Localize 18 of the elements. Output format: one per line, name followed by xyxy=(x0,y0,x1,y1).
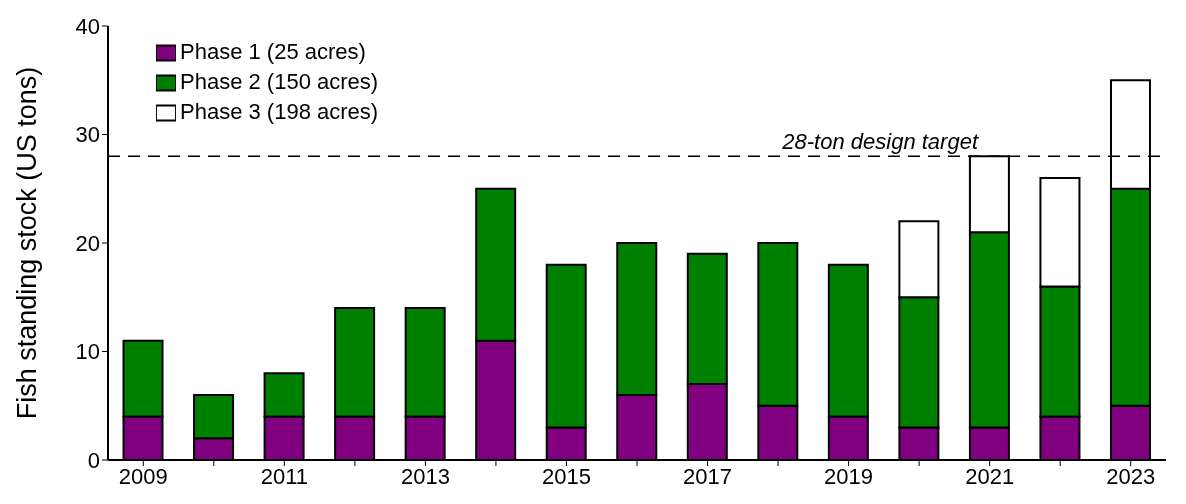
y-axis-title: Fish standing stock (US tons) xyxy=(12,66,42,420)
x-tick-label: 2019 xyxy=(824,463,874,489)
legend-label: Phase 1 (25 acres) xyxy=(180,39,366,64)
x-tick-label: 2013 xyxy=(400,463,450,489)
ref-line-label: 28-ton design target xyxy=(781,129,979,155)
y-tick-label: 20 xyxy=(75,230,100,256)
y-tick-label: 40 xyxy=(75,13,100,39)
y-tick-label: 0 xyxy=(87,447,100,473)
x-tick-label: 2023 xyxy=(1106,463,1156,489)
x-tick-label: 2015 xyxy=(541,463,591,489)
x-tick-label: 2017 xyxy=(683,463,733,489)
x-tick-label: 2021 xyxy=(965,463,1015,489)
y-tick-label: 30 xyxy=(75,122,100,148)
legend-label: Phase 2 (150 acres) xyxy=(180,69,379,94)
legend-label: Phase 3 (198 acres) xyxy=(180,99,379,124)
x-tick-label: 2011 xyxy=(260,463,308,489)
y-tick-label: 10 xyxy=(75,339,100,365)
x-tick-label: 2009 xyxy=(118,463,168,489)
